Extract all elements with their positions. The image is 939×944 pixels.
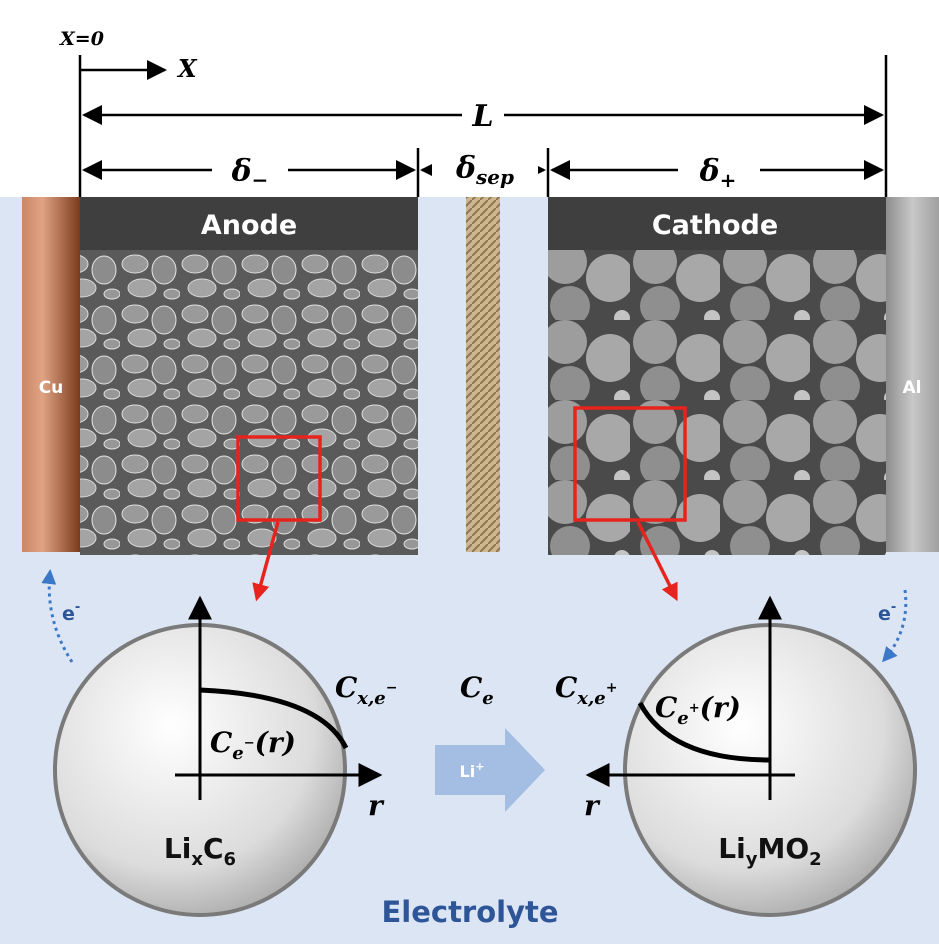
al-label: Al [903, 378, 922, 398]
separator [466, 197, 500, 552]
text-part: e [232, 743, 243, 764]
anode-label: Anode [201, 210, 297, 241]
radius-label: r [584, 789, 601, 822]
text-part: δ [231, 154, 252, 189]
text-part: C [655, 691, 678, 724]
text-part: δ [699, 154, 720, 189]
text-part: x,e [576, 688, 605, 709]
text-part: - [891, 600, 896, 615]
length-label: L [471, 99, 493, 134]
text-part: C [210, 726, 233, 759]
text-part: + [720, 168, 737, 192]
text-part: - [75, 600, 80, 615]
text-part: Li [460, 762, 476, 781]
text-part: e [482, 688, 493, 709]
text-part: 6 [224, 849, 237, 870]
text-part: + [606, 680, 618, 696]
text-part: + [689, 701, 700, 716]
origin-label: X=0 [59, 28, 104, 50]
anode-image [80, 250, 418, 555]
cathode-label: Cathode [652, 210, 778, 241]
x-axis-label: X [176, 54, 198, 83]
cathode-image [548, 250, 886, 555]
text-part: δ [455, 151, 476, 186]
text-part: y [746, 849, 758, 870]
radius-label: r [368, 789, 385, 822]
text-part: (r) [255, 726, 296, 759]
text-part: Li [164, 832, 191, 865]
diagram: X=0 X L δ− δsep δ+ Anode Cathode Cu Al e… [0, 0, 939, 944]
text-part: C [335, 671, 358, 704]
text-part: (r) [700, 691, 741, 724]
cathode-material: LiyMO2 [718, 832, 821, 870]
text-part: − [252, 168, 269, 192]
text-part: Li [718, 832, 745, 865]
text-part: − [244, 736, 255, 751]
text-part: e [62, 603, 75, 625]
aluminum-collector [886, 197, 939, 552]
copper-collector [22, 197, 80, 552]
cu-label: Cu [39, 378, 64, 398]
text-part: 2 [809, 849, 822, 870]
text-part: C [203, 832, 224, 865]
text-part: C [460, 671, 483, 704]
text-part: C [555, 671, 578, 704]
text-part: + [475, 760, 484, 773]
text-part: − [386, 680, 398, 696]
electrolyte-label: Electrolyte [381, 895, 558, 929]
text-part: e [677, 708, 688, 729]
text-part: e [878, 603, 891, 625]
text-part: x [191, 849, 203, 870]
text-part: sep [475, 165, 514, 189]
text-part: MO [757, 832, 809, 865]
page: X=0 X L δ− δsep δ+ Anode Cathode Cu Al e… [0, 0, 939, 944]
text-part: x,e [356, 688, 385, 709]
